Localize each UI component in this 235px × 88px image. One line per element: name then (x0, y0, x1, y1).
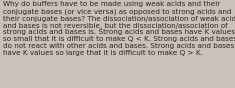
Text: Why do buffers have to be made using weak acids and their
conjugate bases (or vi: Why do buffers have to be made using wea… (3, 1, 235, 56)
